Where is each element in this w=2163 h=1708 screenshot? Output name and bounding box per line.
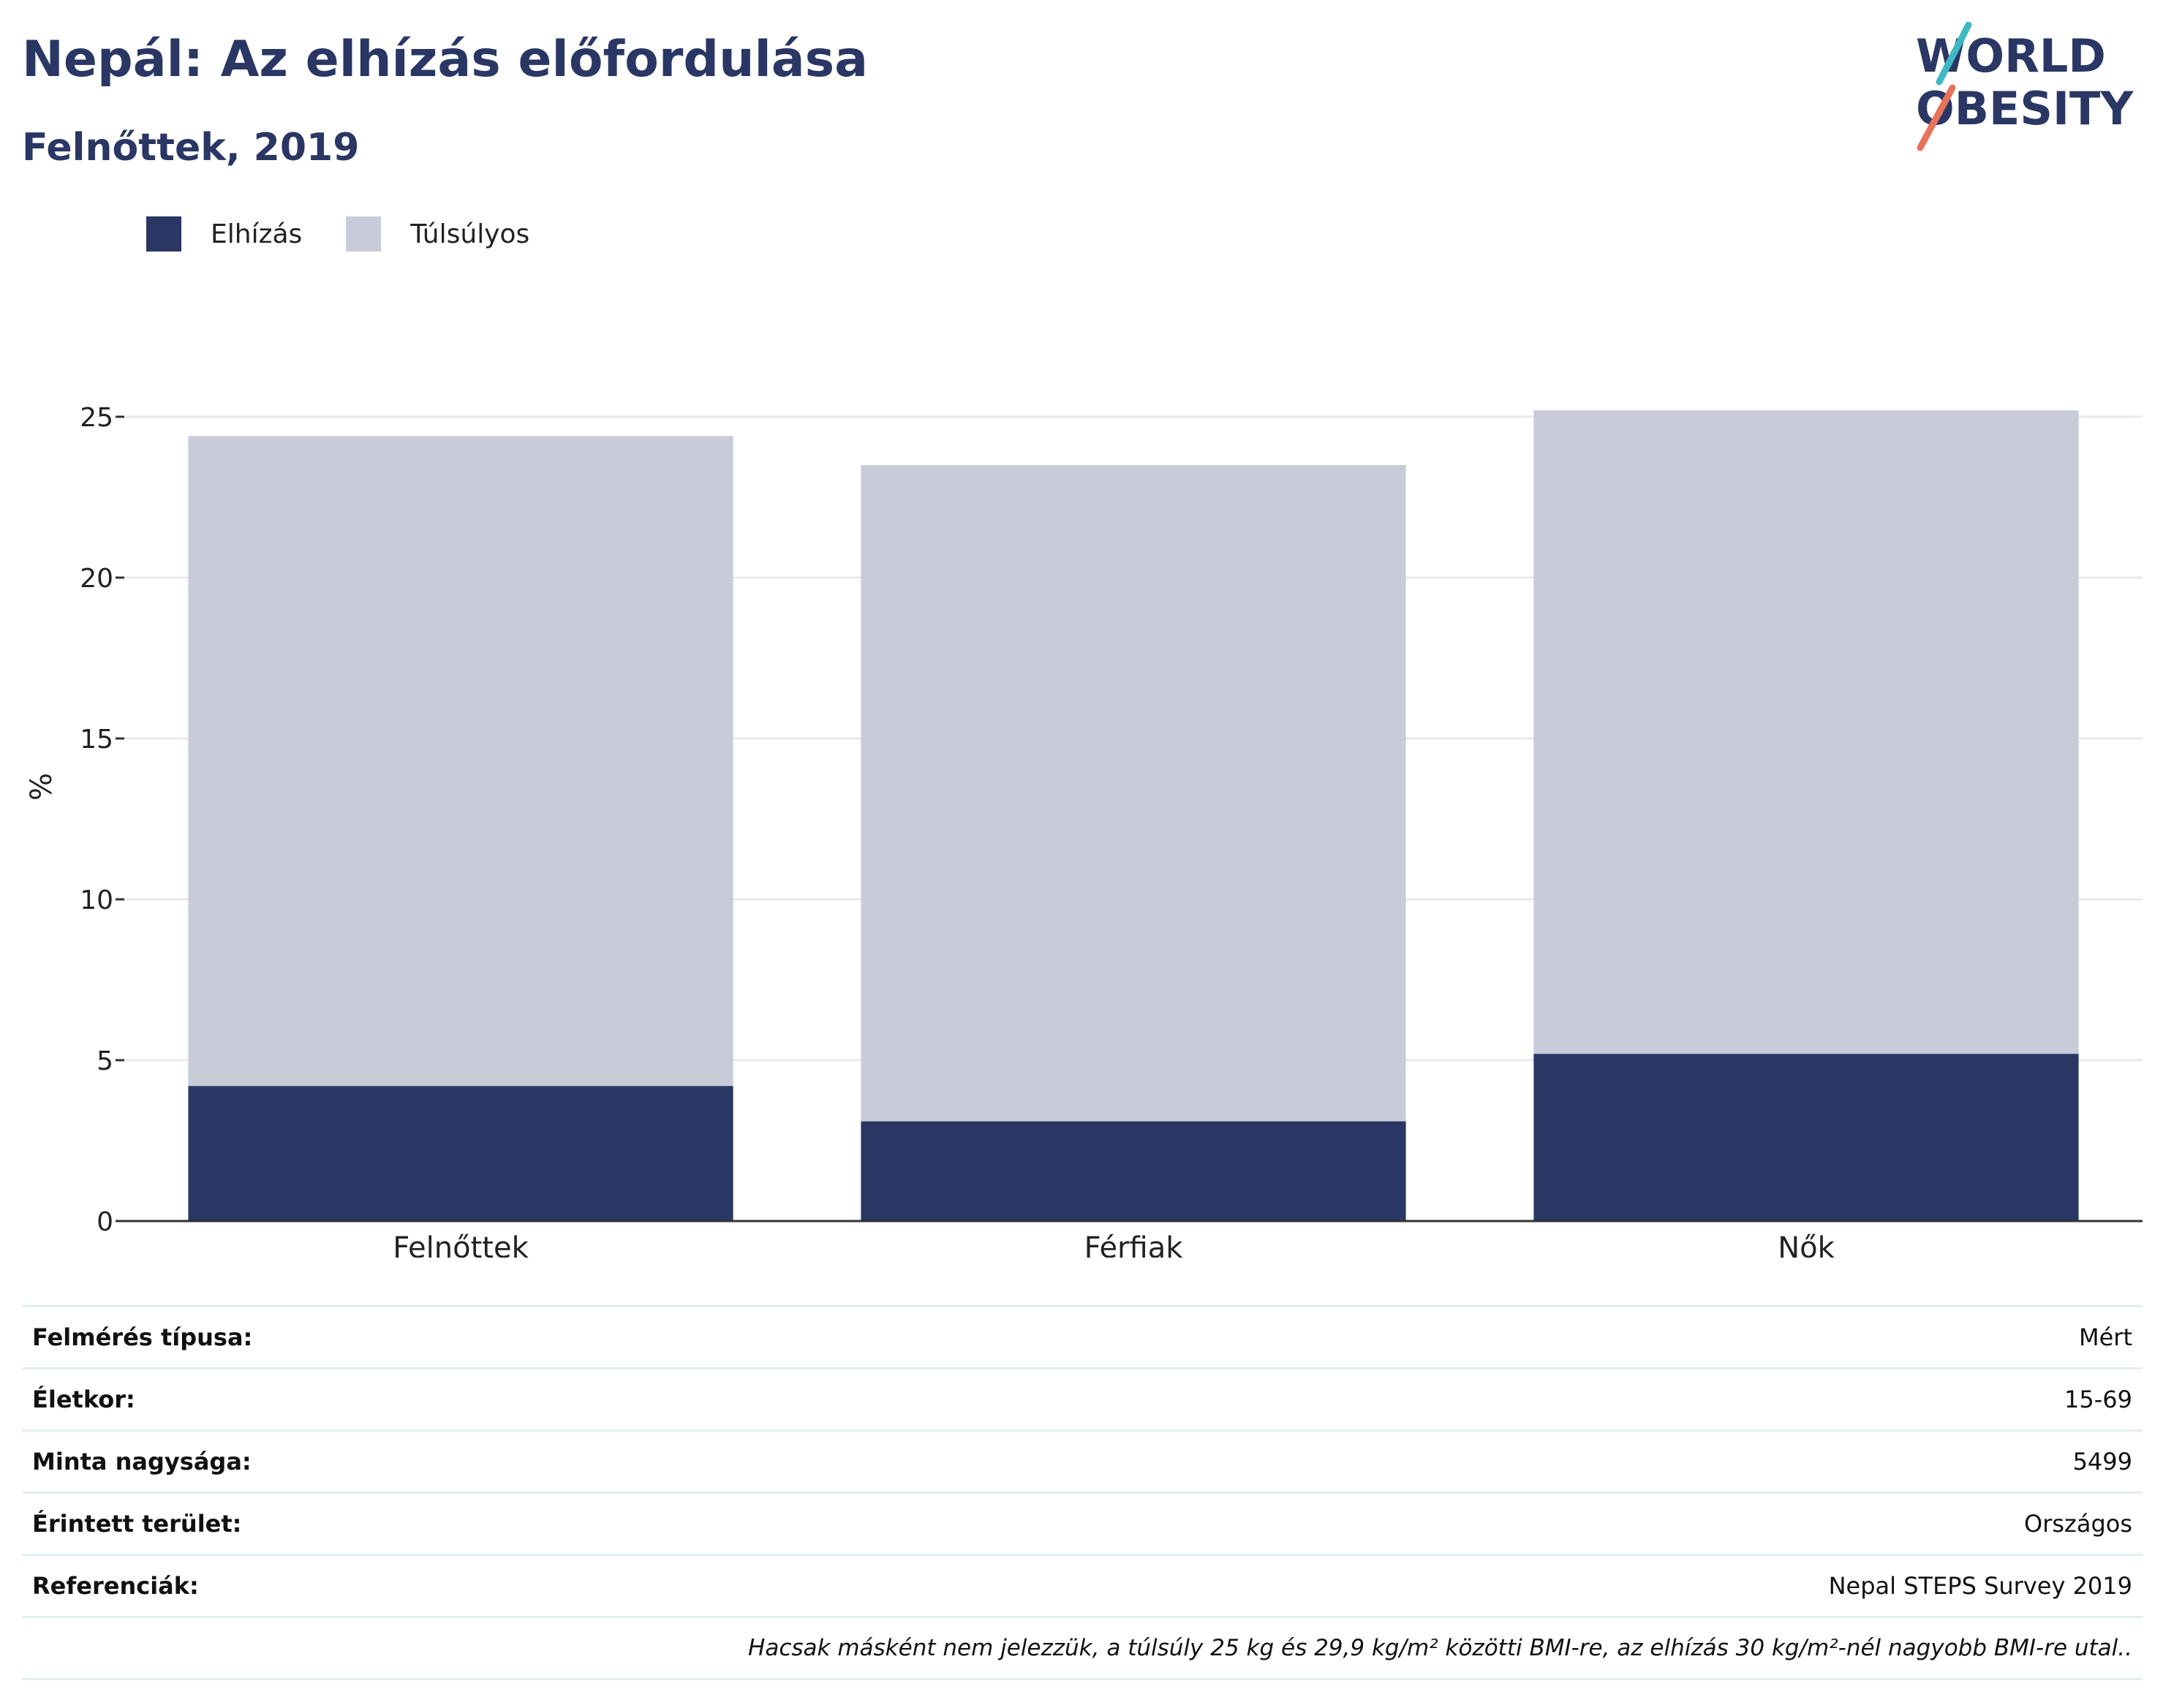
y-tick-label: 15 [80, 725, 113, 755]
bar-overweight [188, 436, 733, 1087]
y-tick-label: 20 [80, 564, 113, 594]
legend-swatch-obesity [146, 216, 181, 252]
survey-info-table: Felmérés típusa: Mért Életkor: 15-69 Min… [22, 1305, 2143, 1680]
y-tick-label: 10 [80, 885, 113, 915]
bar-obesity [861, 1121, 1406, 1221]
info-value: Nepal STEPS Survey 2019 [1828, 1572, 2132, 1600]
info-value: 5499 [2072, 1448, 2132, 1475]
info-value: 15-69 [2064, 1386, 2132, 1413]
x-tick-label: Felnőttek [393, 1231, 529, 1258]
bar-obesity [1533, 1054, 2079, 1221]
page-subtitle: Felnőttek, 2019 [22, 126, 360, 170]
y-tick-label: 0 [97, 1207, 113, 1237]
bar-obesity [188, 1086, 733, 1221]
info-row-survey-type: Felmérés típusa: Mért [22, 1305, 2143, 1367]
y-axis-label: % [25, 773, 58, 801]
info-value: Országos [2024, 1510, 2132, 1538]
info-row-sample-size: Minta nagysága: 5499 [22, 1429, 2143, 1492]
y-tick-label: 25 [80, 403, 113, 433]
legend-swatch-overweight [346, 216, 382, 252]
chart-legend: Elhízás Túlsúlyos [146, 216, 573, 252]
legend-label-obesity: Elhízás [211, 219, 303, 249]
page-title: Nepál: Az elhízás előfordulása [22, 31, 869, 88]
info-label: Minta nagysága: [32, 1448, 252, 1475]
info-row-references: Referenciák: Nepal STEPS Survey 2019 [22, 1554, 2143, 1616]
legend-item-obesity: Elhízás [146, 216, 302, 252]
legend-label-overweight: Túlsúlyos [410, 219, 530, 249]
info-value: Mért [2079, 1323, 2132, 1351]
definition-note: Hacsak másként nem jelezzük, a túlsúly 2… [22, 1616, 2143, 1680]
legend-item-overweight: Túlsúlyos [346, 216, 529, 252]
x-tick-label: Nők [1778, 1231, 1835, 1258]
info-row-age: Életkor: 15-69 [22, 1367, 2143, 1429]
world-obesity-logo: WORLD OBESITY [1916, 22, 2134, 151]
bar-overweight [1533, 410, 2079, 1054]
note-text: Hacsak másként nem jelezzük, a túlsúly 2… [748, 1635, 2132, 1661]
info-label: Érintett terület: [32, 1510, 242, 1538]
info-row-area: Érintett terület: Országos [22, 1492, 2143, 1554]
svg-text:WORLD: WORLD [1916, 29, 2106, 83]
info-label: Életkor: [32, 1386, 135, 1413]
x-tick-label: Férfiak [1084, 1231, 1184, 1258]
bar-overweight [861, 465, 1406, 1122]
info-label: Referenciák: [32, 1572, 199, 1600]
stacked-bar-chart: 0 5 10 15 20 25% Felnőttek Férfiak Nők [25, 403, 2143, 1258]
y-tick-label: 5 [97, 1046, 113, 1076]
info-label: Felmérés típusa: [32, 1323, 253, 1351]
